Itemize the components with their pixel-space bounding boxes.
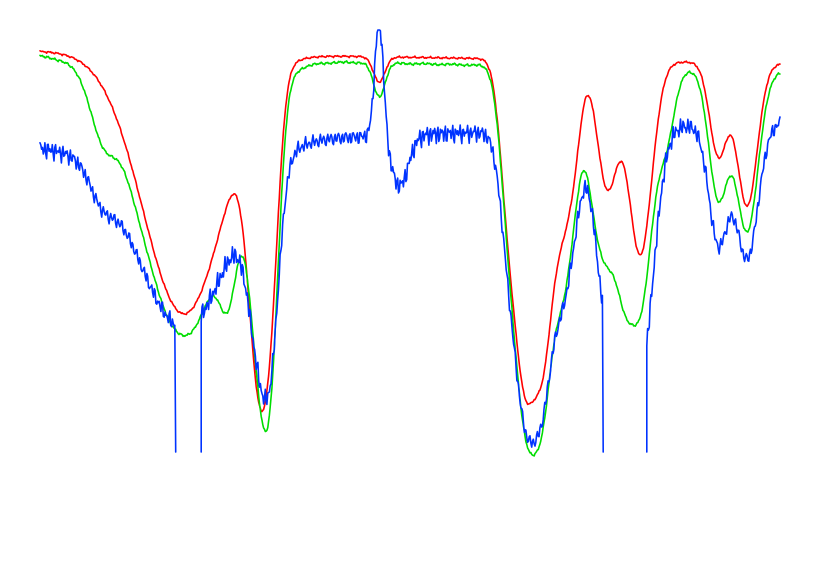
spectrum-chart [0, 0, 818, 582]
chart-background [0, 0, 818, 582]
